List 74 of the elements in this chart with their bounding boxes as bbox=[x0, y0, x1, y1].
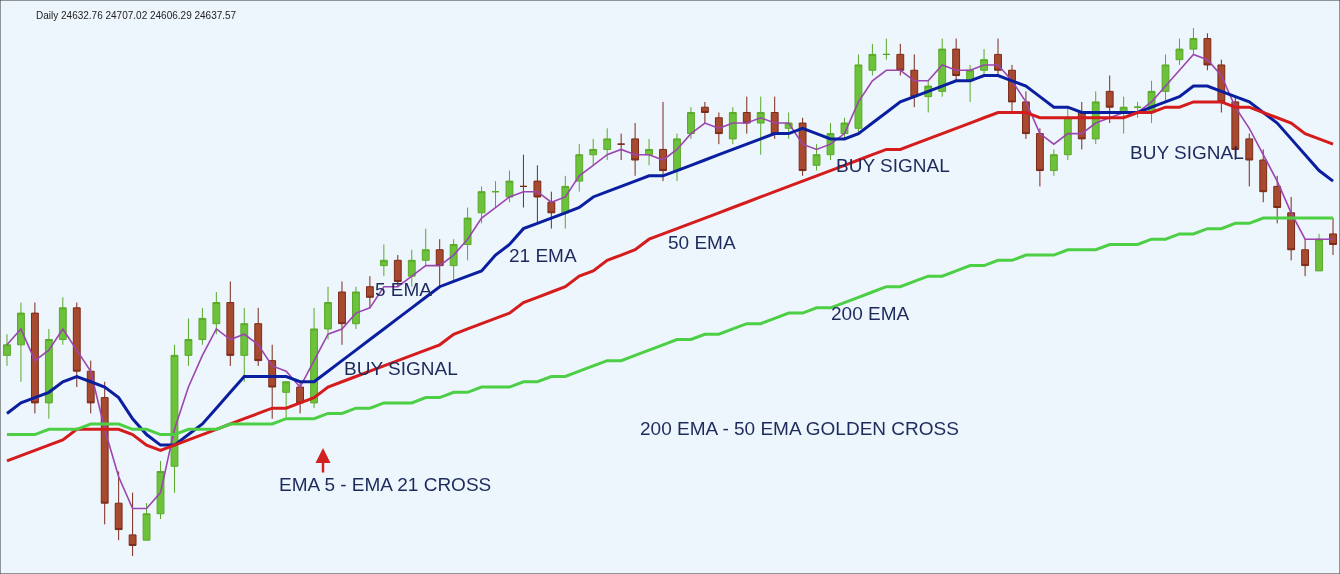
candlestick bbox=[1035, 127, 1044, 187]
candlestick bbox=[421, 228, 430, 267]
candlestick bbox=[1301, 238, 1310, 277]
candlestick bbox=[1175, 38, 1184, 66]
candlestick bbox=[30, 302, 39, 414]
candlestick bbox=[896, 43, 905, 77]
candlestick bbox=[728, 106, 737, 145]
series-label: 50 EMA bbox=[668, 232, 736, 253]
candlestick bbox=[17, 302, 25, 383]
candlestick bbox=[1273, 175, 1282, 224]
candlestick bbox=[575, 143, 584, 193]
candlestick bbox=[756, 96, 765, 156]
candlestick bbox=[854, 53, 863, 135]
candlestick bbox=[128, 492, 137, 557]
candlestick bbox=[1189, 27, 1198, 55]
candlestick bbox=[58, 296, 67, 346]
candlestick bbox=[659, 101, 667, 182]
annotation: EMA 5 - EMA 21 CROSS bbox=[279, 474, 492, 495]
candlestick bbox=[617, 133, 626, 161]
candlestick bbox=[72, 302, 81, 388]
candlestick bbox=[491, 180, 500, 209]
candlestick bbox=[435, 238, 444, 288]
candlestick bbox=[1287, 196, 1296, 261]
candlestick bbox=[687, 106, 695, 140]
candlestick bbox=[114, 471, 123, 541]
candlestick bbox=[1049, 148, 1058, 177]
series-label: 21 EMA bbox=[509, 245, 577, 266]
candlestick bbox=[142, 502, 151, 541]
candlestick bbox=[1063, 106, 1072, 161]
candlestick bbox=[379, 243, 388, 277]
candlestick bbox=[1133, 101, 1142, 119]
candlestick bbox=[198, 307, 207, 346]
candlestick bbox=[1245, 133, 1254, 187]
candlestick bbox=[589, 138, 598, 166]
candlestick bbox=[700, 101, 709, 124]
candlestick bbox=[324, 286, 332, 341]
candlestick bbox=[184, 317, 193, 367]
candlestick bbox=[952, 38, 961, 82]
candlestick bbox=[1315, 233, 1323, 272]
candlestick bbox=[812, 143, 821, 172]
candlestick bbox=[1259, 148, 1268, 203]
candlestick bbox=[463, 207, 472, 261]
candlestick bbox=[547, 191, 556, 230]
annotation: 200 EMA - 50 EMA GOLDEN CROSS bbox=[640, 418, 959, 439]
candlestick bbox=[254, 307, 263, 367]
candlestick bbox=[882, 38, 891, 61]
candlestick bbox=[1105, 75, 1114, 124]
candlestick bbox=[714, 111, 723, 145]
candlestick bbox=[505, 170, 514, 203]
candlestick bbox=[645, 138, 653, 166]
candlestick bbox=[3, 333, 11, 367]
candlestick bbox=[519, 154, 528, 209]
series-label: 200 EMA bbox=[831, 303, 910, 324]
candlestick bbox=[352, 286, 360, 330]
candlestick bbox=[868, 43, 877, 77]
candlestick bbox=[240, 307, 249, 383]
candlestick bbox=[603, 127, 612, 161]
candlestick bbox=[282, 381, 291, 420]
candlestick bbox=[338, 280, 346, 346]
candlestick bbox=[742, 96, 751, 135]
candlestick bbox=[226, 280, 235, 367]
candlestick bbox=[100, 381, 109, 525]
chart-title: Daily 24632.76 24707.02 24606.29 24637.57 bbox=[36, 10, 237, 21]
candlestick bbox=[1203, 32, 1212, 71]
candlestick bbox=[533, 164, 542, 224]
candlestick bbox=[170, 344, 179, 494]
candlestick bbox=[1161, 53, 1170, 103]
candlestick bbox=[365, 275, 374, 309]
candlestick bbox=[212, 291, 221, 335]
candlestick bbox=[477, 185, 486, 224]
candlestick bbox=[449, 238, 458, 282]
candlestick bbox=[631, 122, 640, 177]
candlestick bbox=[1329, 217, 1337, 256]
candlestick bbox=[44, 328, 53, 420]
